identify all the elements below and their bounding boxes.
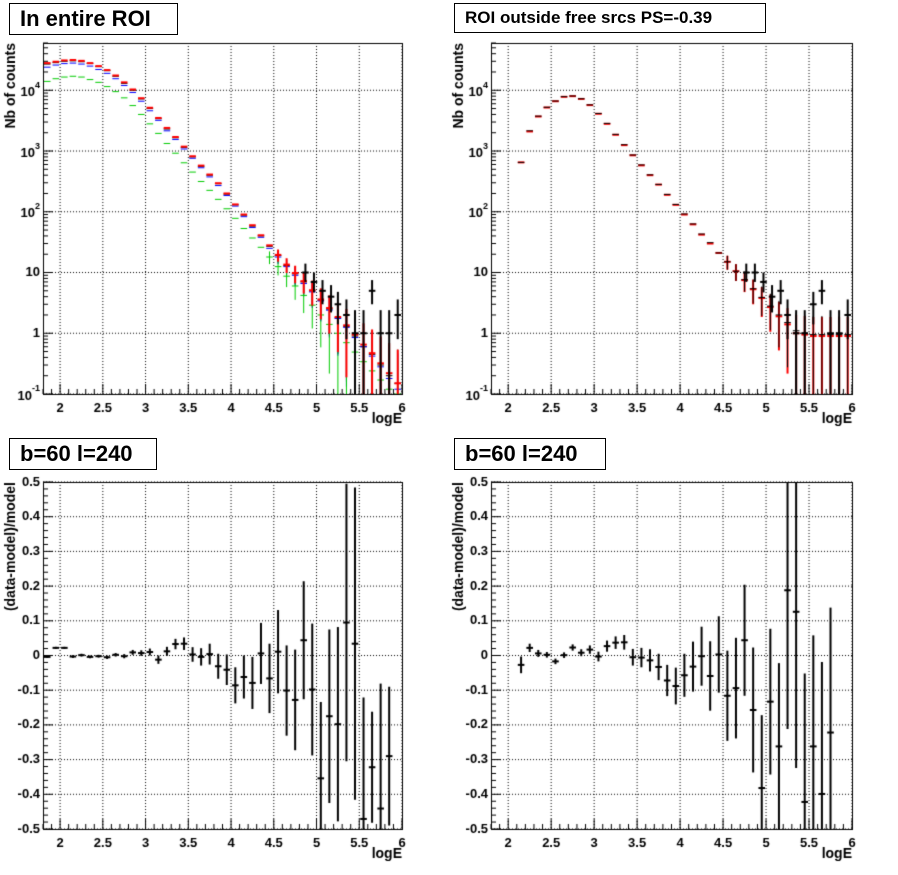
- chart-title: b=60 l=240: [454, 438, 606, 470]
- chart-title: b=60 l=240: [9, 438, 157, 470]
- chart-title: ROI outside free srcs PS=-0.39: [454, 3, 766, 33]
- chart-title: In entire ROI: [9, 3, 178, 35]
